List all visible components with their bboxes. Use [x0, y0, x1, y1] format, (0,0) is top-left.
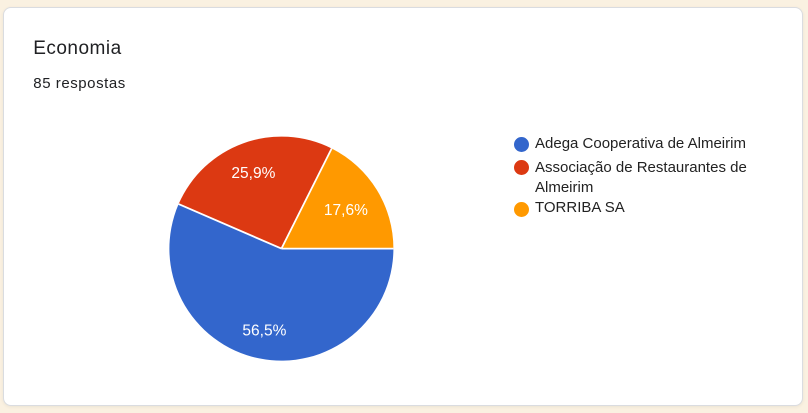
- svg-text:25,9%: 25,9%: [231, 165, 275, 182]
- svg-text:56,5%: 56,5%: [242, 323, 286, 340]
- svg-text:17,6%: 17,6%: [324, 202, 368, 219]
